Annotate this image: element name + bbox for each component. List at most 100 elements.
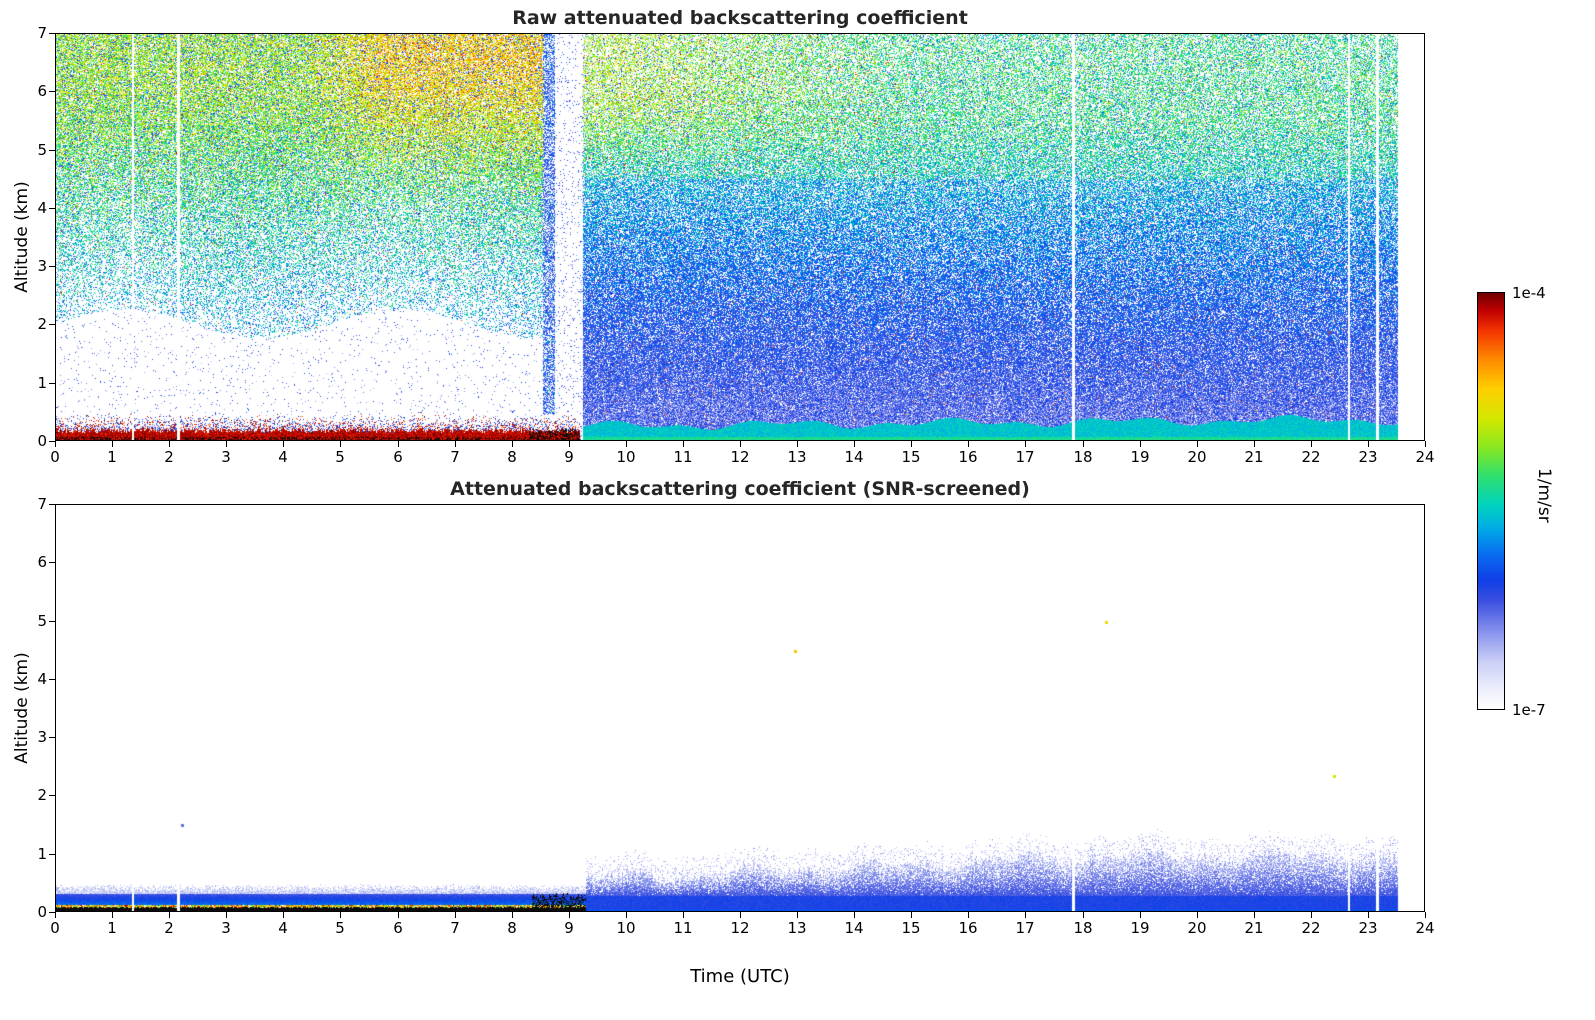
x-tick-mark (683, 441, 684, 447)
x-tick-mark (1197, 441, 1198, 447)
y-tick-label: 0 (37, 903, 47, 921)
colorbar-unit-label: 1/m/sr (1534, 468, 1554, 523)
y-tick-mark (49, 33, 55, 34)
y-tick-label: 0 (37, 432, 47, 450)
x-tick-label: 20 (1187, 919, 1207, 937)
x-tick-mark (512, 441, 513, 447)
y-tick-label: 6 (37, 553, 47, 571)
x-tick-label: 1 (107, 919, 117, 937)
x-tick-label: 0 (50, 448, 60, 466)
x-tick-mark (911, 912, 912, 918)
x-tick-label: 6 (393, 448, 403, 466)
panel-raw-title: Raw attenuated backscattering coefficien… (512, 7, 968, 29)
y-tick-label: 6 (37, 82, 47, 100)
y-tick-label: 7 (37, 495, 47, 513)
x-tick-mark (1197, 912, 1198, 918)
x-tick-label: 23 (1358, 448, 1378, 466)
x-tick-label: 9 (564, 448, 574, 466)
x-tick-label: 13 (787, 919, 807, 937)
y-tick-label: 2 (37, 315, 47, 333)
x-tick-label: 10 (616, 919, 636, 937)
x-tick-label: 16 (958, 919, 978, 937)
x-tick-mark (1425, 441, 1426, 447)
y-tick-mark (49, 504, 55, 505)
x-tick-mark (797, 912, 798, 918)
x-tick-mark (512, 912, 513, 918)
x-tick-label: 0 (50, 919, 60, 937)
y-tick-mark (49, 621, 55, 622)
x-tick-mark (455, 912, 456, 918)
x-tick-mark (112, 912, 113, 918)
x-tick-mark (1254, 912, 1255, 918)
colorbar-min-label: 1e-7 (1512, 701, 1546, 719)
y-tick-mark (49, 150, 55, 151)
x-tick-label: 12 (730, 448, 750, 466)
panel-raw-ylabel: Altitude (km) (12, 181, 32, 293)
x-tick-mark (226, 441, 227, 447)
x-tick-mark (226, 912, 227, 918)
panel-screened-heatmap (56, 505, 1424, 911)
x-tick-mark (968, 912, 969, 918)
x-tick-label: 3 (221, 448, 231, 466)
x-tick-mark (740, 912, 741, 918)
y-tick-label: 1 (37, 374, 47, 392)
x-tick-label: 17 (1015, 448, 1035, 466)
x-tick-label: 21 (1244, 919, 1264, 937)
y-tick-mark (49, 795, 55, 796)
x-tick-label: 10 (616, 448, 636, 466)
x-tick-label: 14 (844, 448, 864, 466)
x-tick-mark (340, 441, 341, 447)
x-tick-label: 9 (564, 919, 574, 937)
x-tick-mark (1025, 441, 1026, 447)
x-tick-label: 22 (1301, 919, 1321, 937)
y-tick-mark (49, 737, 55, 738)
panel-screened-plot (55, 504, 1425, 912)
colorbar-gradient (1478, 293, 1504, 709)
x-tick-mark (1140, 912, 1141, 918)
x-tick-label: 18 (1073, 919, 1093, 937)
x-tick-label: 5 (335, 919, 345, 937)
x-tick-mark (569, 441, 570, 447)
x-tick-mark (1368, 912, 1369, 918)
x-tick-mark (854, 441, 855, 447)
x-tick-label: 24 (1415, 919, 1435, 937)
x-tick-mark (340, 912, 341, 918)
x-tick-label: 12 (730, 919, 750, 937)
x-tick-label: 18 (1073, 448, 1093, 466)
x-tick-mark (455, 441, 456, 447)
x-tick-mark (398, 912, 399, 918)
x-tick-mark (1083, 441, 1084, 447)
x-tick-label: 24 (1415, 448, 1435, 466)
x-tick-label: 7 (450, 919, 460, 937)
y-tick-mark (49, 208, 55, 209)
x-tick-mark (169, 441, 170, 447)
y-tick-label: 7 (37, 24, 47, 42)
x-tick-label: 11 (673, 919, 693, 937)
y-tick-label: 5 (37, 612, 47, 630)
y-tick-label: 1 (37, 845, 47, 863)
x-tick-mark (1368, 441, 1369, 447)
x-tick-label: 23 (1358, 919, 1378, 937)
x-tick-mark (569, 912, 570, 918)
y-tick-label: 2 (37, 786, 47, 804)
panel-raw-plot (55, 33, 1425, 441)
x-tick-label: 4 (278, 919, 288, 937)
x-tick-mark (968, 441, 969, 447)
x-tick-label: 21 (1244, 448, 1264, 466)
x-tick-label: 19 (1130, 919, 1150, 937)
x-tick-mark (1425, 912, 1426, 918)
y-tick-mark (49, 266, 55, 267)
x-tick-mark (1311, 441, 1312, 447)
x-tick-label: 14 (844, 919, 864, 937)
x-tick-label: 15 (901, 448, 921, 466)
x-tick-label: 16 (958, 448, 978, 466)
panel-raw-heatmap (56, 34, 1424, 440)
x-tick-mark (626, 912, 627, 918)
x-tick-mark (55, 912, 56, 918)
colorbar-max-label: 1e-4 (1512, 284, 1546, 302)
x-tick-label: 3 (221, 919, 231, 937)
x-tick-mark (911, 441, 912, 447)
x-tick-mark (55, 441, 56, 447)
x-tick-label: 22 (1301, 448, 1321, 466)
